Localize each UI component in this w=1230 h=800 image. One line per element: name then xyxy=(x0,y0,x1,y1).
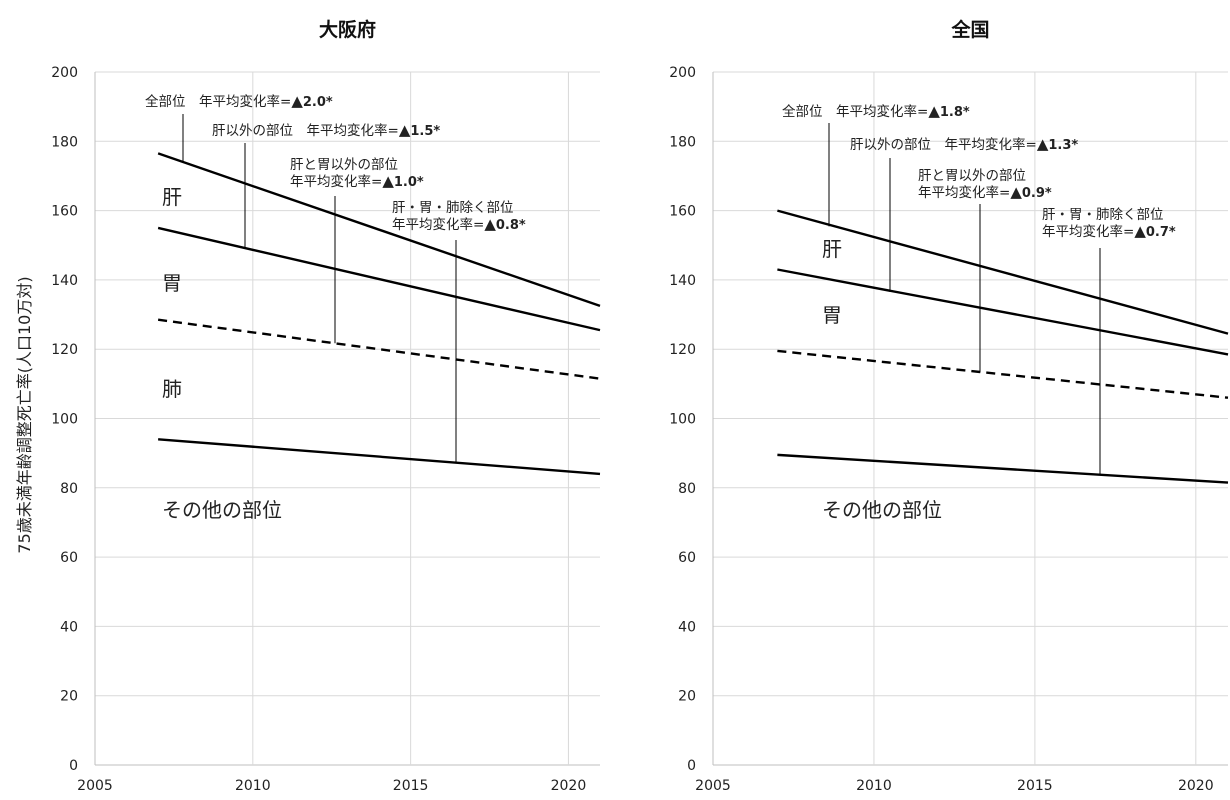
annotation-text: 年平均変化率=▲1.0* xyxy=(290,172,424,190)
region-label: 胃 xyxy=(162,271,182,295)
series-line xyxy=(777,209,1229,335)
y-axis-label: 75歳未満年齢調整死亡率(人口10万対) xyxy=(15,276,34,553)
series-line xyxy=(158,438,601,476)
y-tick-label: 200 xyxy=(51,65,78,81)
annotation-text: 肝と胃以外の部位 xyxy=(918,168,1026,184)
y-tick-label: 60 xyxy=(60,550,78,566)
x-tick-label: 2005 xyxy=(695,778,731,794)
y-tick-label: 120 xyxy=(51,342,78,358)
chart-title: 大阪府 xyxy=(319,18,376,41)
annotation-text: 年平均変化率=▲0.7* xyxy=(1042,222,1176,240)
region-label: 肝 xyxy=(162,185,182,209)
x-tick-label: 2005 xyxy=(77,778,113,794)
x-tick-label: 2020 xyxy=(1178,778,1214,794)
panel-osaka: 大阪府 0 20 40 60 80 100 120 140 160 180 200 2005 2010 20… xyxy=(51,18,601,794)
y-tick-label: 140 xyxy=(51,273,78,289)
y-tick-label: 200 xyxy=(669,65,696,81)
y-tick-label: 20 xyxy=(60,689,78,705)
region-label: 肝 xyxy=(822,237,842,261)
annotation-text: 年平均変化率=▲0.8* xyxy=(392,215,526,233)
x-tick-label: 2010 xyxy=(235,778,271,794)
y-tick-label: 20 xyxy=(678,689,696,705)
y-tick-label: 80 xyxy=(678,481,696,497)
series-line xyxy=(777,349,1229,399)
y-tick-label: 100 xyxy=(669,412,696,428)
panel-national: 全国 0 20 40 60 80 100 120 140 160 180 200 2005 2010 201… xyxy=(669,18,1229,794)
annotation-text: 肝・胃・肺除く部位 xyxy=(392,200,514,216)
annotation-text: 年平均変化率=▲0.9* xyxy=(918,183,1052,201)
y-tick-label: 160 xyxy=(51,204,78,220)
x-tick-label: 2020 xyxy=(551,778,587,794)
annotation-text: 肝と胃以外の部位 xyxy=(290,157,398,173)
y-tick-label: 140 xyxy=(669,273,696,289)
y-tick-label: 180 xyxy=(669,134,696,150)
x-tick-label: 2010 xyxy=(856,778,892,794)
y-tick-label: 100 xyxy=(51,412,78,428)
y-tick-label: 0 xyxy=(69,758,78,774)
chart-title: 全国 xyxy=(950,18,989,41)
annotation-text: 肝以外の部位 年平均変化率=▲1.5* xyxy=(212,121,440,139)
y-tick-label: 80 xyxy=(60,481,78,497)
x-tick-label: 2015 xyxy=(1017,778,1053,794)
y-tick-label: 60 xyxy=(678,550,696,566)
y-tick-label: 120 xyxy=(669,342,696,358)
annotation-text: 全部位 年平均変化率=▲2.0* xyxy=(145,92,333,110)
region-label: 胃 xyxy=(822,303,842,327)
series-line xyxy=(157,226,601,332)
series-line xyxy=(157,152,601,308)
region-label: 肺 xyxy=(162,377,182,401)
annotation-text: 肝・胃・肺除く部位 xyxy=(1042,207,1164,223)
y-tick-label: 0 xyxy=(687,758,696,774)
series-line xyxy=(777,453,1229,484)
series-line xyxy=(777,268,1229,356)
y-tick-label: 160 xyxy=(669,204,696,220)
x-tick-label: 2015 xyxy=(393,778,429,794)
y-tick-label: 40 xyxy=(60,619,78,635)
annotation-text: 肝以外の部位 年平均変化率=▲1.3* xyxy=(850,135,1078,153)
region-label: その他の部位 xyxy=(162,498,282,522)
y-tick-label: 40 xyxy=(678,619,696,635)
y-tick-label: 180 xyxy=(51,134,78,150)
region-label: その他の部位 xyxy=(822,498,942,522)
annotation-text: 全部位 年平均変化率=▲1.8* xyxy=(782,102,970,120)
